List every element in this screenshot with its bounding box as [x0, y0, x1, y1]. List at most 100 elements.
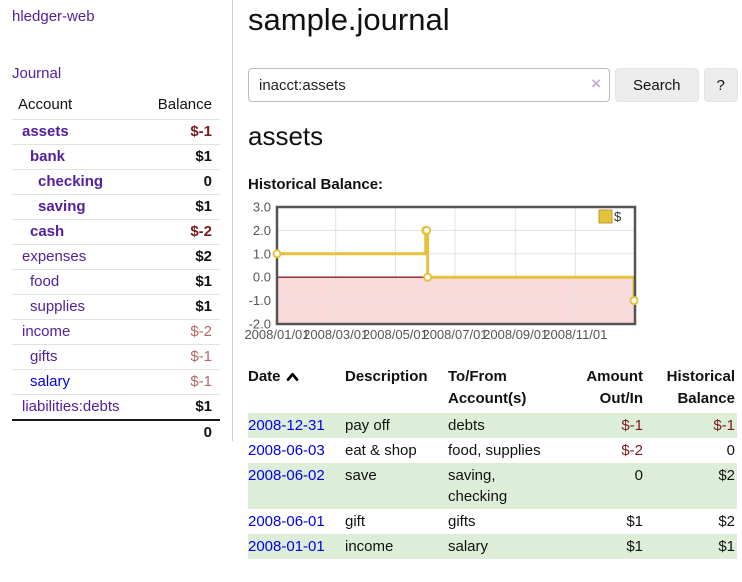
register-row: 2008-06-01 gift gifts $1 $2 [248, 509, 737, 534]
account-row: income $-2 [12, 319, 220, 345]
transaction-historical-balance: $1 [718, 538, 735, 555]
account-balance: $-1 [139, 369, 220, 395]
transaction-date-link[interactable]: 2008-06-03 [248, 442, 325, 459]
accounts-table: Account Balance assets $-1 bank $1 check… [12, 94, 220, 445]
transaction-amount: $1 [626, 513, 643, 530]
account-balance: $-2 [139, 219, 220, 245]
account-link[interactable]: checking [38, 173, 104, 190]
transaction-historical-balance: $2 [718, 513, 735, 530]
account-row: checking 0 [12, 169, 220, 195]
transaction-accounts: saving, checking [448, 467, 508, 505]
account-balance: $-1 [139, 344, 220, 370]
account-row: cash $-2 [12, 219, 220, 245]
column-header-accounts: To/From Account(s) [448, 368, 527, 407]
account-heading: assets [248, 121, 324, 151]
account-link[interactable]: salary [30, 373, 71, 390]
main-pane: sample.journal × Search ? assets Histori… [234, 0, 742, 559]
svg-text:-2.0: -2.0 [249, 317, 271, 332]
register-row: 2008-01-01 income salary $1 $1 [248, 534, 737, 559]
account-row: supplies $1 [12, 294, 220, 320]
transaction-historical-balance: $-1 [713, 417, 735, 434]
transaction-description: income [345, 538, 394, 555]
svg-text:1.0: 1.0 [253, 246, 271, 261]
clear-search-icon[interactable]: × [591, 74, 601, 93]
register-row: 2008-12-31 pay off debts $-1 $-1 [248, 413, 737, 438]
historical-balance-chart: $ -2.0 -1.0 0.0 1.0 2.0 3.0 2008/01/012008/03/0… [244, 200, 639, 342]
register-header-row: Date Description To/From Account(s) Amoun… [248, 363, 737, 413]
account-balance: $2 [139, 244, 220, 270]
search-field-wrap: × [248, 68, 610, 102]
register-row: 2008-06-03 eat & shop food, supplies $-2… [248, 438, 737, 463]
svg-text:2008/03/01: 2008/03/01 [303, 327, 368, 342]
svg-text:$: $ [614, 209, 622, 224]
accounts-header-row: Account Balance [12, 94, 220, 120]
account-balance: $-2 [139, 319, 220, 345]
search-bar: × Search ? [248, 68, 738, 102]
transaction-historical-balance: $2 [718, 467, 735, 484]
svg-text:2008/07/01: 2008/07/01 [422, 327, 487, 342]
transaction-description: save [345, 467, 377, 484]
account-link[interactable]: liabilities:debts [22, 398, 120, 415]
account-link[interactable]: assets [22, 123, 69, 140]
account-balance: $1 [139, 269, 220, 295]
transaction-accounts: food, supplies [448, 442, 541, 459]
svg-text:-1.0: -1.0 [249, 293, 271, 308]
account-balance: $1 [139, 144, 220, 170]
transaction-description: eat & shop [345, 442, 417, 459]
page-title: sample.journal [248, 2, 450, 37]
register-table: Date Description To/From Account(s) Amoun… [248, 363, 737, 559]
account-link[interactable]: bank [30, 148, 66, 165]
accounts-total-row: 0 [12, 419, 220, 445]
transaction-date-link[interactable]: 2008-06-01 [248, 513, 325, 530]
svg-text:2008/11/01: 2008/11/01 [543, 327, 607, 342]
account-link[interactable]: gifts [30, 348, 58, 365]
account-balance: $1 [139, 294, 220, 320]
account-row: liabilities:debts $1 [12, 394, 220, 420]
account-link[interactable]: saving [38, 198, 86, 215]
svg-text:3.0: 3.0 [253, 200, 271, 215]
transaction-accounts: gifts [448, 513, 476, 530]
account-balance: $1 [139, 194, 220, 220]
transaction-accounts: salary [448, 538, 489, 555]
account-balance: $-1 [139, 119, 220, 145]
account-row: saving $1 [12, 194, 220, 220]
transaction-date-link[interactable]: 2008-06-02 [248, 467, 325, 484]
search-button[interactable]: Search [615, 68, 699, 102]
transaction-amount: $-1 [621, 417, 643, 434]
search-input[interactable] [248, 68, 610, 102]
svg-text:2.0: 2.0 [253, 223, 271, 238]
account-row: expenses $2 [12, 244, 220, 270]
account-row: assets $-1 [12, 119, 220, 145]
transaction-amount: 0 [634, 467, 643, 484]
account-link[interactable]: expenses [22, 248, 87, 265]
transaction-description: gift [345, 513, 366, 530]
svg-text:2008/05/01: 2008/05/01 [363, 327, 428, 342]
transaction-historical-balance: 0 [726, 442, 735, 459]
sidebar: hledger-web Journal Account Balance asse… [0, 0, 233, 445]
account-balance: 0 [139, 169, 220, 195]
svg-text:2008/01/01: 2008/01/01 [244, 327, 309, 342]
account-link[interactable]: supplies [30, 298, 86, 315]
account-balance: $1 [139, 394, 220, 420]
register-row: 2008-06-02 save saving, checking 0 $2 [248, 463, 737, 509]
transaction-amount: $-2 [621, 442, 643, 459]
account-link[interactable]: cash [30, 223, 65, 240]
svg-text:0.0: 0.0 [253, 270, 271, 285]
balance-column-header: Balance [157, 96, 212, 113]
sort-ascending-icon [286, 372, 298, 381]
accounts-total-balance: 0 [139, 419, 220, 445]
brand-link[interactable]: hledger-web [12, 8, 95, 25]
search-help-button[interactable]: ? [703, 68, 738, 102]
column-header-date[interactable]: Date [248, 363, 345, 413]
chart-title: Historical Balance: [248, 176, 384, 193]
accounts-column-header: Account [18, 96, 73, 113]
transaction-date-link[interactable]: 2008-01-01 [248, 538, 325, 555]
account-link[interactable]: food [30, 273, 60, 290]
transaction-description: pay off [345, 417, 390, 434]
transaction-amount: $1 [626, 538, 643, 555]
account-link[interactable]: income [22, 323, 71, 340]
transaction-date-link[interactable]: 2008-12-31 [248, 417, 325, 434]
sidebar-item-journal[interactable]: Journal [12, 65, 62, 82]
svg-text:2008/09/01: 2008/09/01 [483, 327, 548, 342]
account-row: salary $-1 [12, 369, 220, 395]
